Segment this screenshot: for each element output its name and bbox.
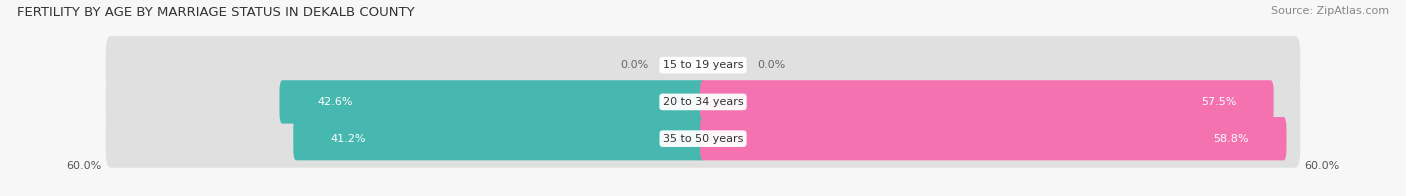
- FancyBboxPatch shape: [280, 80, 706, 124]
- FancyBboxPatch shape: [700, 117, 1286, 160]
- FancyBboxPatch shape: [105, 73, 1301, 131]
- Text: 60.0%: 60.0%: [66, 161, 101, 171]
- FancyBboxPatch shape: [105, 36, 1301, 94]
- FancyBboxPatch shape: [105, 110, 1301, 168]
- FancyBboxPatch shape: [294, 117, 706, 160]
- Text: 58.8%: 58.8%: [1213, 134, 1249, 144]
- Text: 42.6%: 42.6%: [316, 97, 353, 107]
- Text: 60.0%: 60.0%: [1305, 161, 1340, 171]
- Text: 57.5%: 57.5%: [1201, 97, 1236, 107]
- Text: 41.2%: 41.2%: [330, 134, 367, 144]
- Text: 35 to 50 years: 35 to 50 years: [662, 134, 744, 144]
- Text: 15 to 19 years: 15 to 19 years: [662, 60, 744, 70]
- Text: FERTILITY BY AGE BY MARRIAGE STATUS IN DEKALB COUNTY: FERTILITY BY AGE BY MARRIAGE STATUS IN D…: [17, 6, 415, 19]
- Text: 0.0%: 0.0%: [758, 60, 786, 70]
- FancyBboxPatch shape: [700, 80, 1274, 124]
- Text: 20 to 34 years: 20 to 34 years: [662, 97, 744, 107]
- Text: Source: ZipAtlas.com: Source: ZipAtlas.com: [1271, 6, 1389, 16]
- Text: 0.0%: 0.0%: [620, 60, 648, 70]
